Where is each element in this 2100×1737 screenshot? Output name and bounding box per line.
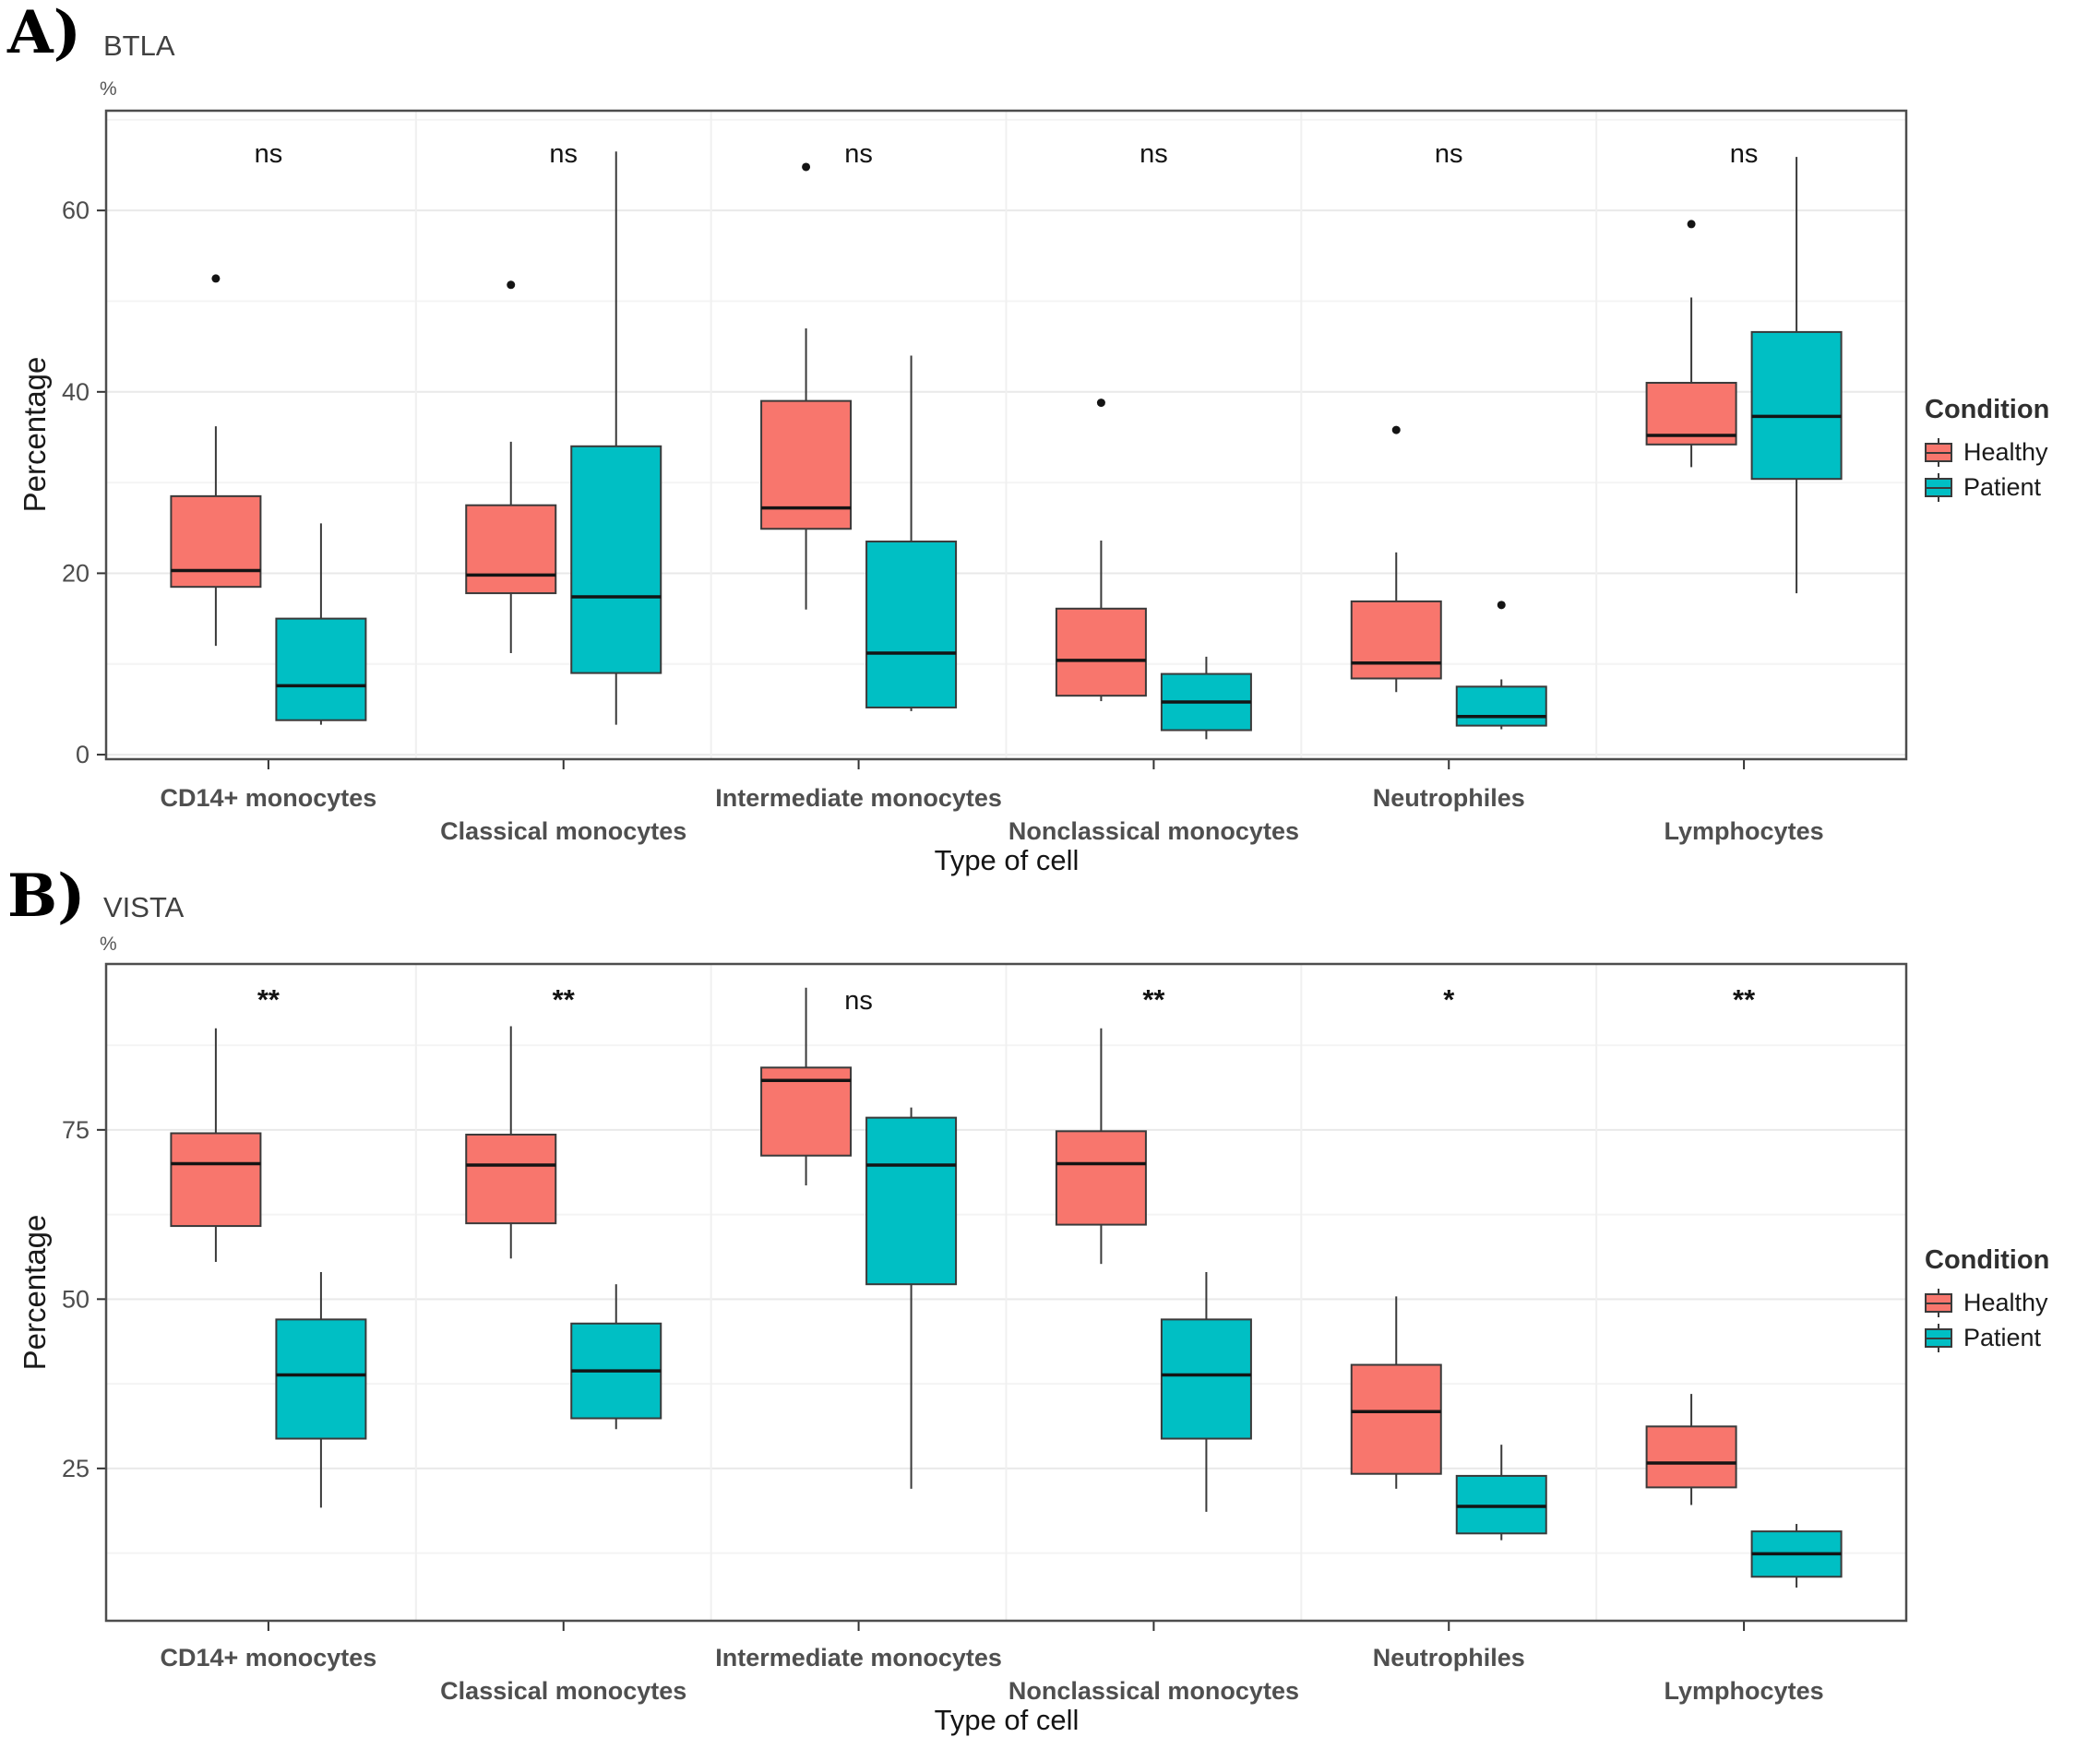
- significance-label: ns: [844, 139, 873, 169]
- x-category-label: Classical monocytes: [440, 817, 686, 845]
- box-B-patient-1: [275, 1318, 367, 1440]
- significance-label: ns: [549, 139, 578, 169]
- panel-a-title: BTLA: [103, 30, 175, 62]
- panel-border: [104, 962, 1908, 1623]
- x-category-label: CD14+ monocytes: [160, 1644, 376, 1672]
- box-A-patient-2: [570, 445, 662, 674]
- panel-b-x-axis-title: Type of cell: [934, 1704, 1080, 1736]
- significance-label: ns: [844, 986, 873, 1016]
- box-A-healthy-5: [1350, 600, 1442, 680]
- legend-title: Condition: [1925, 395, 2050, 424]
- box-B-patient-3: [865, 1116, 958, 1286]
- x-category-label: Intermediate monocytes: [715, 1644, 1002, 1672]
- significance-label: **: [1733, 983, 1756, 1016]
- outlier-point-A-healthy-5: [1391, 425, 1401, 434]
- x-category-label: Neutrophiles: [1373, 784, 1525, 812]
- legend-label-patient: Patient: [1963, 473, 2042, 501]
- box-A-patient-6: [1750, 330, 1843, 481]
- panel-b-unit-label: %: [100, 934, 117, 955]
- outlier-point-A-healthy-6: [1687, 220, 1696, 229]
- legend-item-patient: Patient: [1925, 473, 2049, 502]
- box-A-healthy-1: [170, 494, 262, 589]
- significance-label: ns: [1435, 139, 1463, 169]
- outlier-point-A-healthy-2: [507, 280, 516, 290]
- panel-border: [104, 109, 1908, 761]
- significance-label: *: [1443, 983, 1455, 1016]
- legend-label-healthy: Healthy: [1963, 1289, 2048, 1316]
- legend-item-healthy: Healthy: [1925, 438, 2049, 467]
- outlier-point-A-healthy-4: [1096, 399, 1105, 408]
- box-A-healthy-4: [1055, 607, 1147, 697]
- box-B-healthy-5: [1350, 1363, 1442, 1475]
- legend-item-patient: Patient: [1925, 1324, 2049, 1352]
- box-B-healthy-3: [760, 1066, 853, 1157]
- significance-label: **: [553, 983, 576, 1016]
- box-B-healthy-4: [1055, 1130, 1147, 1226]
- x-category-label: Nonclassical monocytes: [1008, 1677, 1299, 1705]
- box-A-healthy-3: [760, 399, 853, 530]
- x-category-label: Neutrophiles: [1373, 1644, 1525, 1672]
- y-tick-label: 50: [62, 1285, 89, 1313]
- x-category-label: Lymphocytes: [1664, 1677, 1824, 1705]
- box-B-healthy-1: [170, 1132, 262, 1228]
- panel-b-y-axis-title: Percentage: [18, 1214, 52, 1371]
- box-A-patient-3: [865, 541, 958, 708]
- panel-b-title: VISTA: [103, 891, 185, 923]
- y-tick-label: 25: [62, 1455, 89, 1482]
- y-tick-label: 60: [62, 196, 89, 224]
- panel-a-legend: Condition Healthy Patient: [1925, 395, 2049, 508]
- y-tick-label: 75: [62, 1116, 89, 1144]
- box-A-healthy-2: [465, 504, 557, 595]
- outlier-point-A-healthy-1: [211, 274, 221, 283]
- box-A-patient-5: [1455, 685, 1547, 727]
- panel-a-y-axis-title: Percentage: [18, 356, 52, 513]
- patient-boxplot-key-icon: [1925, 473, 1952, 502]
- significance-label: ns: [1730, 139, 1759, 169]
- y-tick-label: 40: [62, 378, 89, 406]
- legend-label-patient: Patient: [1963, 1324, 2042, 1351]
- legend-title: Condition: [1925, 1245, 2050, 1275]
- panel-A-plot: 0 20 40 60 CD14+ monocytes Classical monocyte…: [62, 109, 1908, 845]
- y-tick-label: 20: [62, 559, 89, 587]
- significance-label: **: [1142, 983, 1165, 1016]
- panel-a-letter: A): [7, 0, 81, 67]
- box-B-patient-4: [1160, 1318, 1252, 1440]
- outlier-point-A-healthy-3: [802, 162, 811, 172]
- box-B-patient-5: [1455, 1474, 1547, 1535]
- x-category-label: Classical monocytes: [440, 1677, 686, 1705]
- outlier-point-A-patient-5: [1497, 601, 1506, 610]
- x-category-label: CD14+ monocytes: [160, 784, 376, 812]
- panel-a-x-axis-title: Type of cell: [934, 844, 1080, 876]
- significance-label: ns: [1139, 139, 1168, 169]
- panel-b-legend: Condition Healthy Patient: [1925, 1245, 2049, 1359]
- significance-label: **: [257, 983, 280, 1016]
- significance-label: ns: [255, 139, 283, 169]
- box-B-healthy-2: [465, 1133, 557, 1225]
- y-tick-label: 0: [76, 741, 89, 768]
- x-category-label: Intermediate monocytes: [715, 784, 1002, 812]
- legend-item-healthy: Healthy: [1925, 1289, 2049, 1317]
- box-A-patient-1: [275, 617, 367, 721]
- patient-boxplot-key-icon: [1925, 1324, 1952, 1352]
- healthy-boxplot-key-icon: [1925, 438, 1952, 467]
- x-category-label: Nonclassical monocytes: [1008, 817, 1299, 845]
- box-B-healthy-6: [1645, 1425, 1737, 1489]
- legend-label-healthy: Healthy: [1963, 438, 2048, 466]
- panel-b-letter: B): [7, 862, 86, 931]
- x-category-label: Lymphocytes: [1664, 817, 1824, 845]
- panel-B-plot: 25 50 75 CD14+ monocytes Classical monocytes…: [62, 962, 1908, 1705]
- panel-a-unit-label: %: [100, 78, 117, 100]
- healthy-boxplot-key-icon: [1925, 1289, 1952, 1317]
